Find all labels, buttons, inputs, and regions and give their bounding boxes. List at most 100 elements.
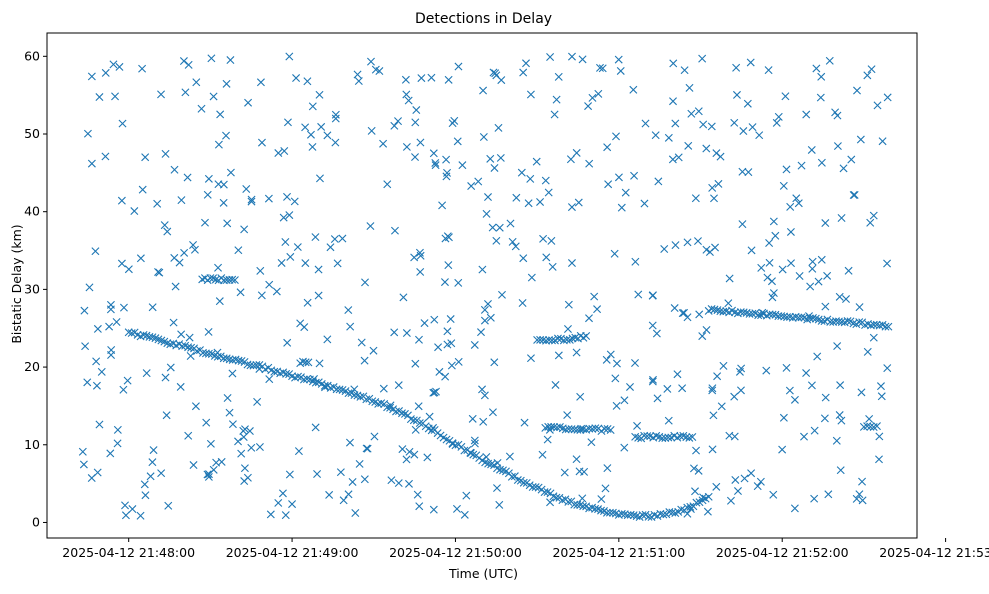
clutter-point bbox=[781, 92, 790, 101]
track-point bbox=[588, 424, 597, 433]
track-point bbox=[397, 409, 406, 418]
clutter-point bbox=[816, 93, 825, 102]
clutter-point bbox=[488, 223, 497, 232]
clutter-point bbox=[80, 306, 89, 315]
clutter-point bbox=[290, 197, 299, 206]
clutter-point bbox=[883, 93, 892, 102]
clutter-point bbox=[430, 315, 439, 324]
clutter-point bbox=[226, 168, 235, 177]
clutter-point bbox=[732, 63, 741, 72]
clutter-point bbox=[668, 155, 677, 164]
track-point bbox=[299, 375, 308, 384]
clutter-point bbox=[379, 139, 388, 148]
track-point bbox=[469, 450, 478, 459]
clutter-point bbox=[234, 246, 243, 255]
clutter-point bbox=[712, 149, 721, 158]
clutter-point bbox=[787, 259, 796, 268]
clutter-point bbox=[554, 351, 563, 360]
clutter-point bbox=[163, 227, 172, 236]
clutter-point bbox=[447, 339, 456, 348]
track-point bbox=[564, 497, 573, 506]
clutter-point bbox=[648, 291, 657, 300]
track-point bbox=[311, 378, 320, 387]
clutter-point bbox=[708, 445, 717, 454]
track-point bbox=[507, 472, 516, 481]
clutter-point bbox=[394, 479, 403, 488]
track-point bbox=[204, 349, 213, 358]
clutter-point bbox=[430, 388, 439, 397]
clutter-point bbox=[598, 64, 607, 73]
clutter-point bbox=[480, 305, 489, 314]
clutter-point bbox=[833, 111, 842, 120]
clutter-point bbox=[438, 201, 447, 210]
clutter-point bbox=[119, 303, 128, 312]
clutter-point bbox=[702, 245, 711, 254]
clutter-point bbox=[106, 300, 115, 309]
clutter-point bbox=[214, 140, 223, 149]
clutter-point bbox=[612, 132, 620, 141]
clutter-point bbox=[420, 319, 429, 328]
clutter-point bbox=[429, 505, 438, 514]
clutter-point bbox=[807, 381, 816, 390]
clutter-point bbox=[823, 271, 832, 280]
clutter-point bbox=[351, 509, 360, 517]
clutter-point bbox=[550, 110, 559, 119]
track-point bbox=[602, 508, 611, 517]
track-point bbox=[301, 358, 310, 367]
clutter-point bbox=[177, 330, 186, 339]
track-point bbox=[350, 391, 359, 400]
clutter-point bbox=[602, 355, 611, 364]
clutter-point bbox=[869, 211, 878, 220]
track-point bbox=[591, 504, 600, 513]
clutter-point bbox=[629, 85, 638, 94]
clutter-point bbox=[101, 152, 110, 161]
clutter-point bbox=[124, 265, 133, 274]
clutter-point bbox=[548, 262, 557, 271]
clutter-point bbox=[833, 342, 842, 351]
clutter-point bbox=[769, 289, 778, 298]
clutter-point bbox=[452, 504, 461, 513]
track-point bbox=[683, 503, 692, 512]
track-point bbox=[304, 358, 313, 367]
clutter-point bbox=[306, 130, 315, 139]
clutter-point bbox=[687, 109, 696, 118]
clutter-point bbox=[574, 198, 583, 207]
clutter-point bbox=[782, 165, 791, 174]
clutter-point bbox=[578, 55, 587, 64]
track-point bbox=[730, 308, 739, 317]
clutter-point bbox=[278, 489, 287, 498]
clutter-point bbox=[367, 126, 376, 135]
clutter-point bbox=[572, 455, 581, 464]
clutter-point bbox=[226, 56, 235, 65]
clutter-point bbox=[243, 473, 252, 482]
clutter-point bbox=[186, 352, 195, 361]
track-point bbox=[872, 422, 881, 431]
clutter-point bbox=[486, 154, 495, 163]
track-point bbox=[659, 510, 668, 519]
clutter-point bbox=[130, 207, 139, 216]
track-point bbox=[606, 426, 615, 434]
clutter-point bbox=[883, 259, 892, 268]
clutter-point bbox=[486, 313, 495, 322]
clutter-point bbox=[649, 375, 658, 384]
track-point bbox=[884, 322, 893, 331]
clutter-point bbox=[336, 468, 345, 477]
chart-title: Detections in Delay bbox=[415, 11, 552, 27]
track-point bbox=[544, 422, 553, 431]
clutter-point bbox=[184, 60, 193, 69]
y-tick-label: 20 bbox=[24, 359, 40, 374]
clutter-point bbox=[606, 350, 615, 359]
clutter-point bbox=[214, 180, 223, 189]
clutter-point bbox=[239, 433, 248, 442]
clutter-point bbox=[217, 457, 226, 466]
clutter-point bbox=[442, 155, 451, 164]
clutter-point bbox=[567, 52, 576, 61]
clutter-point bbox=[301, 123, 310, 132]
clutter-point bbox=[603, 464, 612, 473]
clutter-point bbox=[767, 277, 776, 286]
clutter-point bbox=[484, 193, 492, 202]
clutter-point bbox=[264, 194, 273, 203]
clutter-point bbox=[415, 248, 424, 257]
clutter-point bbox=[603, 143, 612, 152]
